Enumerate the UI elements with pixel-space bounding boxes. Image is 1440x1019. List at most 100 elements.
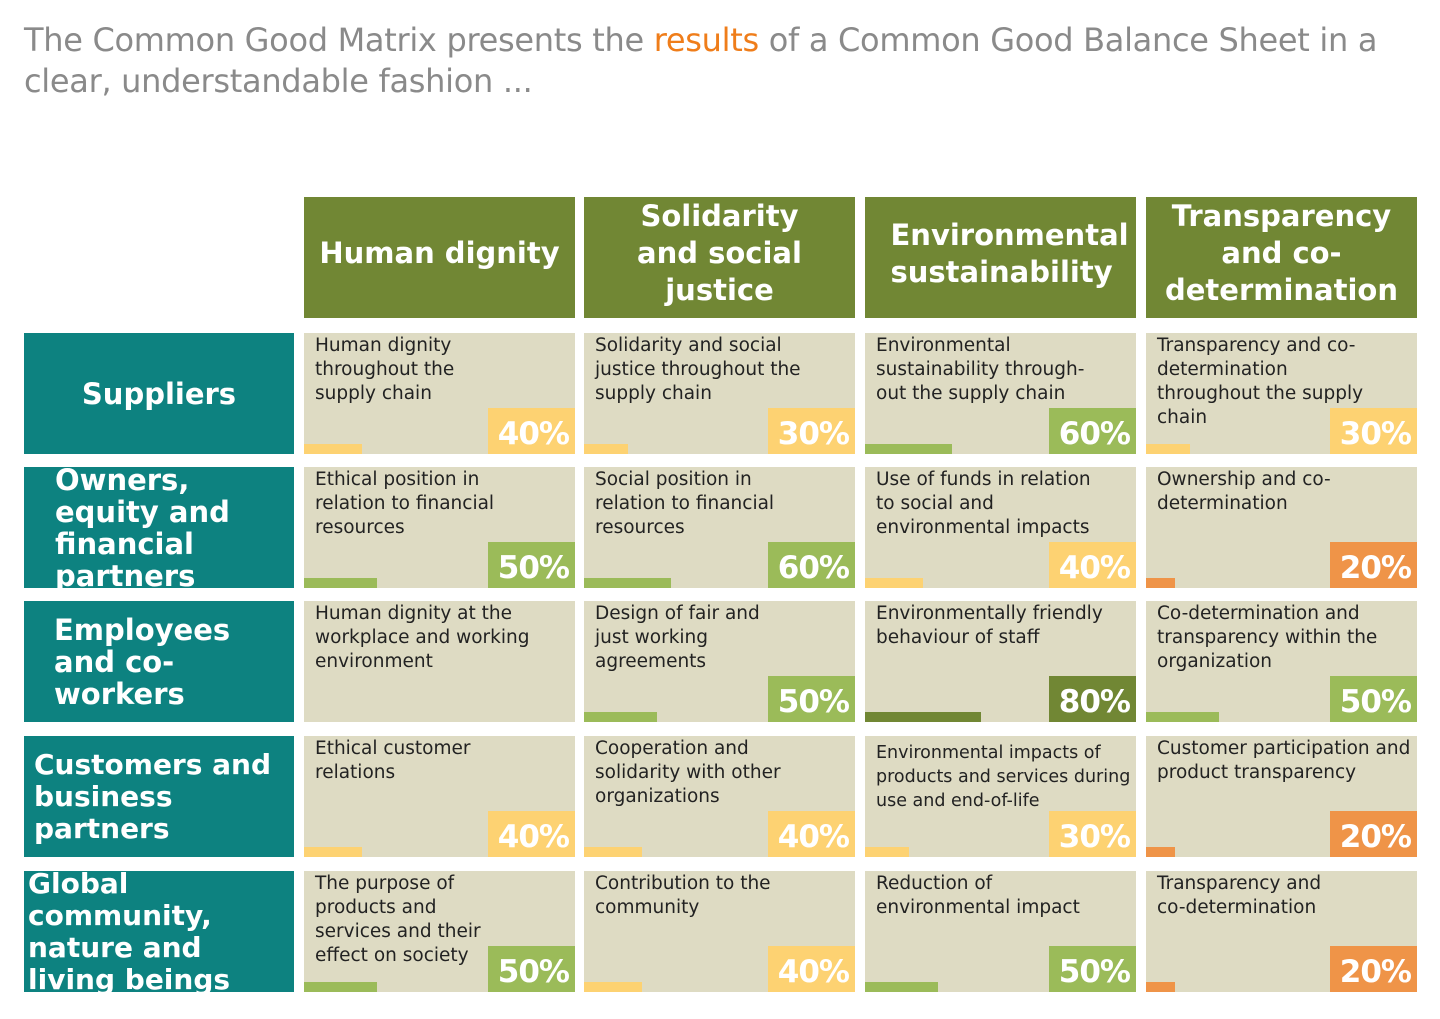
- matrix-cell: Contribution to the community 40%: [584, 871, 855, 992]
- score-badge: 50%: [488, 946, 575, 992]
- matrix-cell: Transparency and co-determination 20%: [1146, 871, 1417, 992]
- row-header-suppliers: Suppliers: [24, 333, 294, 454]
- score-bar: [584, 712, 657, 722]
- score-badge: 20%: [1330, 542, 1417, 588]
- score-bar: [865, 982, 938, 992]
- row-header-label: Global community, nature and living bein…: [28, 866, 231, 996]
- cell-description: Contribution to the community: [595, 873, 771, 918]
- row-header-label: Suppliers: [81, 376, 237, 411]
- row-header-employees: Employees and co-workers: [24, 601, 294, 722]
- cell-description: Ethical customer relations: [315, 738, 471, 783]
- score-badge: 80%: [1049, 676, 1136, 722]
- score-badge: 20%: [1330, 946, 1417, 992]
- column-header-human-dignity: Human dignity: [304, 197, 575, 318]
- matrix-cell: Cooperation and solidarity with other or…: [584, 736, 855, 857]
- matrix-cell: Design of fair and just working agreemen…: [584, 601, 855, 722]
- intro-highlight: results: [653, 21, 759, 59]
- matrix-cell: Customer participation and product trans…: [1146, 736, 1417, 857]
- score-badge: 20%: [1330, 811, 1417, 857]
- column-header-transparency: Transparency and co-determination: [1146, 197, 1417, 318]
- cell-description: Customer participation and product trans…: [1157, 738, 1411, 783]
- cell-description: Cooperation and solidarity with other or…: [595, 738, 781, 807]
- cell-description: Human dignity throughout the supply chai…: [315, 335, 455, 404]
- score-bar: [865, 847, 909, 857]
- score-badge: 30%: [1049, 811, 1136, 857]
- cell-description: Social position in relation to financial…: [595, 469, 775, 538]
- score-bar: [1146, 982, 1175, 992]
- matrix-cell: Social position in relation to financial…: [584, 467, 855, 588]
- cell-description: Environmental sustainability through-out…: [876, 335, 1085, 404]
- intro-text: The Common Good Matrix presents the resu…: [24, 20, 1404, 102]
- matrix-cell: Environmentally friendly behaviour of st…: [865, 601, 1136, 722]
- column-header-label: Transparency and co-determination: [1164, 199, 1398, 307]
- row-header-global-community: Global community, nature and living bein…: [24, 867, 294, 995]
- intro-after: of a Common Good Balance Sheet in a clea…: [24, 21, 1378, 100]
- column-header-environmental: Environmental sustainability: [865, 197, 1136, 318]
- cell-description: Reduction of environmental impact: [876, 873, 1080, 918]
- cell-description: Ownership and co-determination: [1157, 469, 1331, 514]
- score-bar: [865, 712, 981, 722]
- matrix-cell: Ethical position in relation to financia…: [304, 467, 575, 588]
- matrix-cell: Use of funds in relation to social and e…: [865, 467, 1136, 588]
- cell-description: Transparency and co-determination throug…: [1157, 335, 1364, 428]
- score-bar: [584, 444, 628, 454]
- matrix-cell: Environmental impacts of products and se…: [865, 736, 1136, 857]
- score-badge: 50%: [488, 542, 575, 588]
- cell-description: Design of fair and just working agreemen…: [595, 603, 760, 672]
- matrix-cell: Ethical customer relations 40%: [304, 736, 575, 857]
- cell-description: Human dignity at the workplace and worki…: [315, 603, 530, 672]
- cell-description: Co-determination and transparency within…: [1157, 603, 1378, 672]
- matrix-cell: Reduction of environmental impact 50%: [865, 871, 1136, 992]
- score-badge: 50%: [768, 676, 855, 722]
- score-badge: 40%: [1049, 542, 1136, 588]
- column-header-label: Human dignity: [319, 236, 560, 270]
- score-bar: [304, 578, 377, 588]
- column-header-solidarity: Solidarity and social justice: [584, 197, 855, 318]
- score-badge: 40%: [488, 811, 575, 857]
- score-bar: [584, 578, 671, 588]
- cell-description: The purpose of products and services and…: [315, 873, 481, 966]
- column-header-label: Solidarity and social justice: [637, 199, 802, 307]
- row-header-customers: Customers and business partners: [24, 736, 294, 857]
- score-badge: 30%: [1330, 408, 1417, 454]
- score-badge: 60%: [768, 542, 855, 588]
- matrix-cell: Human dignity throughout the supply chai…: [304, 333, 575, 454]
- matrix-cell: Co-determination and transparency within…: [1146, 601, 1417, 722]
- score-bar: [865, 578, 923, 588]
- score-badge: 60%: [1049, 408, 1136, 454]
- score-badge: 40%: [768, 946, 855, 992]
- score-bar: [1146, 847, 1175, 857]
- matrix-cell: Solidarity and social justice throughout…: [584, 333, 855, 454]
- cell-description: Solidarity and social justice throughout…: [595, 335, 801, 404]
- score-bar: [304, 444, 362, 454]
- row-header-label: Employees and co-workers: [54, 612, 231, 711]
- cell-description: Environmentally friendly behaviour of st…: [876, 603, 1103, 648]
- score-bar: [1146, 578, 1175, 588]
- score-badge: 40%: [768, 811, 855, 857]
- intro-before: The Common Good Matrix presents the: [24, 21, 654, 59]
- matrix-cell: Ownership and co-determination 20%: [1146, 467, 1417, 588]
- score-bar: [1146, 444, 1190, 454]
- score-bar: [865, 444, 952, 454]
- score-badge: 50%: [1049, 946, 1136, 992]
- matrix-cell: Transparency and co-determination throug…: [1146, 333, 1417, 454]
- row-header-owners: Owners, equity and financial partners: [24, 464, 294, 592]
- score-bar: [304, 847, 362, 857]
- matrix-cell: Environmental sustainability through-out…: [865, 333, 1136, 454]
- score-bar: [584, 847, 642, 857]
- matrix-cell: Human dignity at the workplace and worki…: [304, 601, 575, 722]
- score-badge: 30%: [768, 408, 855, 454]
- score-badge: 40%: [488, 408, 575, 454]
- score-badge: 50%: [1330, 676, 1417, 722]
- cell-description: Ethical position in relation to financia…: [315, 469, 495, 538]
- row-header-label: Customers and business partners: [34, 747, 272, 845]
- matrix-cell: The purpose of products and services and…: [304, 871, 575, 992]
- score-bar: [584, 982, 642, 992]
- score-bar: [304, 982, 377, 992]
- score-bar: [1146, 712, 1219, 722]
- cell-description: Use of funds in relation to social and e…: [876, 469, 1091, 538]
- cell-description: Transparency and co-determination: [1157, 873, 1322, 918]
- column-header-label: Environmental sustainability: [890, 217, 1129, 289]
- cell-description: Environmental impacts of products and se…: [876, 743, 1131, 811]
- row-header-label: Owners, equity and financial partners: [55, 462, 230, 593]
